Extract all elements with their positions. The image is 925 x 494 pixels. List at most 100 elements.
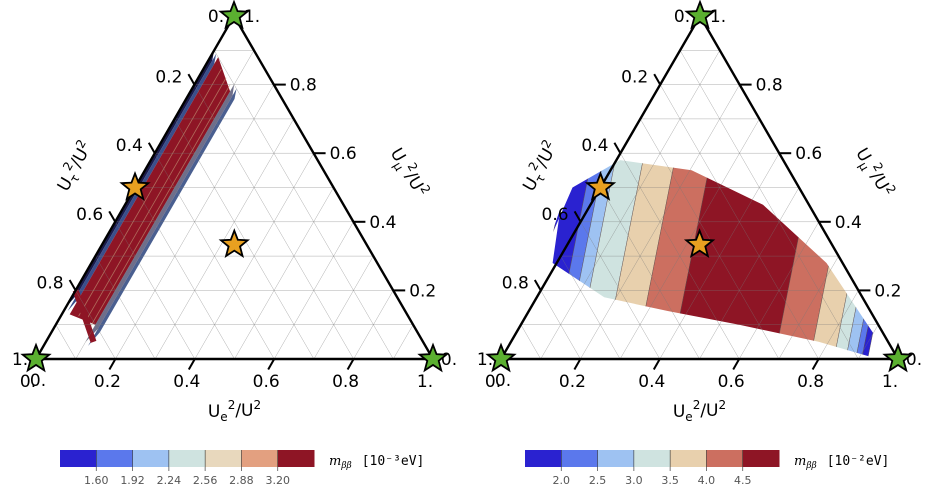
tick-mark <box>189 359 195 369</box>
colorbar-tick-label: 4.0 <box>698 474 716 487</box>
grid-line <box>175 119 314 359</box>
tick-label: 0.4 <box>581 136 608 156</box>
apex-label-left: 1. <box>477 350 493 370</box>
tick-label: 1. <box>882 372 898 392</box>
tick-mark <box>535 280 541 290</box>
tick-label: 0.8 <box>290 76 317 96</box>
tick-label: 0.4 <box>638 372 665 392</box>
colorbar-label: mββ [10⁻²eV] <box>794 454 889 471</box>
tick-label: 0.2 <box>94 372 121 392</box>
mbb-contour-fill <box>70 57 230 325</box>
tick-label: 0.6 <box>330 144 357 164</box>
tick-mark <box>109 359 115 369</box>
grid-line <box>235 188 334 360</box>
left-axis-label: Uτ2/U2 <box>50 137 99 196</box>
grid-line <box>214 50 393 359</box>
tick-label: 0.4 <box>173 372 200 392</box>
colorbar-swatch <box>60 450 97 467</box>
grid-line <box>135 188 235 360</box>
colorbar-swatch <box>96 450 133 467</box>
ternary-ticks: 0. 0.2 0.4 0.6 0.8 1. 0.2 0.4 0.6 0.8 0.2 0.4 0.6 0.8… <box>12 7 457 392</box>
apex-label-right: 0. <box>906 350 922 370</box>
colorbar-swatch <box>743 450 780 467</box>
colorbar-tick-label: 1.60 <box>84 474 109 487</box>
colorbar-swatch <box>205 450 242 467</box>
colorbar-tick-label: 2.5 <box>589 474 607 487</box>
colorbar-tick-label: 2.24 <box>157 474 182 487</box>
ternary-panel-left: 0. 0.2 0.4 0.6 0.8 1.0.20.40.60.80.20.40.60.8… <box>12 2 457 424</box>
tick-mark <box>733 359 739 369</box>
tick-label: 0.2 <box>155 68 182 88</box>
colorbar-tick-label: 1.92 <box>120 474 145 487</box>
apex-label-right: 0. <box>441 350 457 370</box>
colorbar-swatch <box>278 450 315 467</box>
colorbar-right: 2.0 2.5 3.0 3.5 4.0 4.5 mββ [10⁻²eV] <box>525 450 889 487</box>
colorbar-swatch <box>670 450 707 467</box>
grid-line <box>56 325 76 359</box>
tick-label: 0.6 <box>253 372 280 392</box>
tick-mark <box>70 280 76 290</box>
tick-label: 0.8 <box>797 372 824 392</box>
tick-label: 0.4 <box>116 136 143 156</box>
apex-label-left: 1. <box>12 350 28 370</box>
tick-mark <box>654 74 660 84</box>
tick-label: 0.4 <box>835 213 862 233</box>
colorbar-left: 1.60 1.92 2.24 2.56 2.88 3.20 mββ [10⁻³eV] <box>60 450 424 487</box>
tick-label: 0.8 <box>332 372 359 392</box>
colorbar-tick-label: 3.20 <box>265 474 290 487</box>
left-axis-label: Uτ2/U2 <box>516 137 565 196</box>
tick-label: 0.6 <box>542 205 569 225</box>
tick-label: 0.2 <box>559 372 586 392</box>
colorbar-swatch <box>634 450 671 467</box>
right-axis-label: Uμ2/U2 <box>850 143 899 202</box>
apex-label-top: 0. <box>208 7 224 27</box>
tick-label: 0.2 <box>874 281 901 301</box>
tick-label: 0.6 <box>76 205 103 225</box>
bottom-axis-label: Ue2/U2 <box>208 398 261 424</box>
tick-label: 0.2 <box>621 68 648 88</box>
tick-label: 0.2 <box>409 281 436 301</box>
colorbar-swatch <box>598 450 635 467</box>
apex-label-top-right: 1. <box>710 7 726 27</box>
colorbar-tick-label: 2.56 <box>193 474 218 487</box>
tick-label: 0. <box>30 371 46 391</box>
apex-label-top: 0. <box>674 7 690 27</box>
ternary-panel-right: 0. 0.2 0.4 0.6 0.8 1.0.20.40.60.80.20.40.60.8… <box>477 2 922 424</box>
tick-label: 1. <box>417 372 433 392</box>
tick-mark <box>348 359 354 369</box>
tick-label: 0.8 <box>37 273 64 293</box>
colorbar-swatch <box>241 450 278 467</box>
colorbar-tick-label: 2.88 <box>229 474 254 487</box>
mbb-contour-line <box>84 78 227 325</box>
tick-label: 0.6 <box>795 144 822 164</box>
colorbar-label: mββ [10⁻³eV] <box>329 454 424 471</box>
mbb-contour-line <box>88 85 231 332</box>
colorbar-swatch <box>706 450 743 467</box>
tick-mark <box>574 359 580 369</box>
colorbar-swatch <box>561 450 598 467</box>
tick-mark <box>614 143 620 153</box>
apex-label-top-right: 1. <box>244 7 260 27</box>
tick-label: 0.6 <box>718 372 745 392</box>
right-axis-label: Uμ2/U2 <box>384 143 433 202</box>
tick-mark <box>813 359 819 369</box>
tick-mark <box>268 359 274 369</box>
colorbar-tick-label: 2.0 <box>553 474 571 487</box>
tick-label: 0. <box>495 371 511 391</box>
orange-star <box>221 231 248 256</box>
mbb-region <box>66 50 237 346</box>
tick-mark <box>109 211 115 221</box>
tick-mark <box>654 359 660 369</box>
grid-line <box>393 325 413 359</box>
grid-line <box>314 256 373 359</box>
tick-label: 0.8 <box>502 273 529 293</box>
colorbar-tick-label: 4.5 <box>734 474 752 487</box>
colorbar-swatch <box>133 450 170 467</box>
mbb-contour-line <box>79 69 222 316</box>
grid-line <box>521 325 541 359</box>
colorbar-swatch <box>169 450 206 467</box>
colorbar-swatch <box>525 450 562 467</box>
tick-mark <box>188 74 194 84</box>
tick-mark <box>149 143 155 153</box>
